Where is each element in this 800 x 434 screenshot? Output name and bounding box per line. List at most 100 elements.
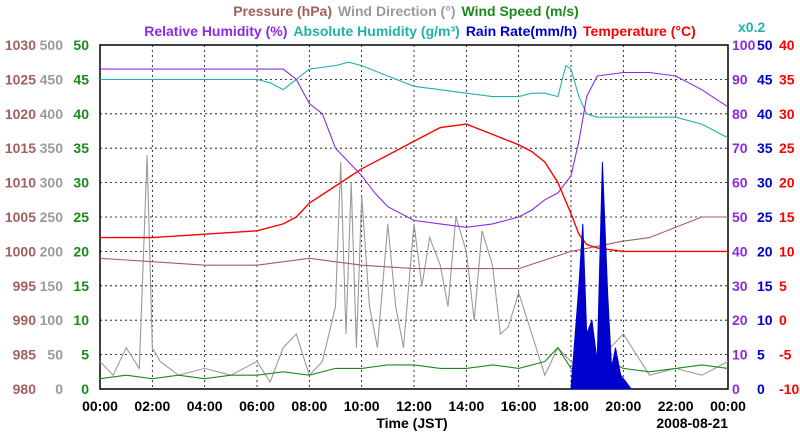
tick-label-humidity: 10 — [732, 347, 748, 363]
tick-label-wind-speed: 35 — [73, 140, 89, 156]
tick-label-temperature: 35 — [779, 71, 795, 87]
tick-label-rain-rate: 45 — [757, 71, 773, 87]
tick-label-rain-rate: 25 — [757, 209, 773, 225]
abs-humidity-scale-note: x0.2 — [738, 19, 765, 35]
x-tick-label: 20:00 — [605, 398, 641, 414]
x-tick-label: 18:00 — [553, 398, 589, 414]
tick-label-temperature: 5 — [779, 278, 787, 294]
tick-label-wind-direction: 100 — [40, 312, 64, 328]
tick-label-pressure: 1005 — [5, 209, 36, 225]
series-temperature — [100, 123, 728, 253]
tick-label-temperature: -10 — [779, 381, 799, 397]
tick-label-pressure: 1025 — [5, 71, 36, 87]
tick-label-humidity: 70 — [732, 140, 748, 156]
tick-label-wind-direction: 0 — [55, 381, 63, 397]
x-tick-label: 12:00 — [396, 398, 432, 414]
tick-label-wind-direction: 400 — [40, 106, 64, 122]
tick-label-wind-direction: 200 — [40, 243, 64, 259]
tick-label-humidity: 20 — [732, 312, 748, 328]
tick-label-temperature: 30 — [779, 106, 795, 122]
tick-label-wind-speed: 25 — [73, 209, 89, 225]
tick-label-wind-speed: 10 — [73, 312, 89, 328]
x-tick-label: 00:00 — [710, 398, 746, 414]
tick-label-wind-speed: 45 — [73, 71, 89, 87]
tick-label-humidity: 60 — [732, 175, 748, 191]
tick-label-wind-speed: 40 — [73, 106, 89, 122]
tick-label-wind-speed: 30 — [73, 175, 89, 191]
tick-label-humidity: 40 — [732, 243, 748, 259]
tick-label-rain-rate: 15 — [757, 278, 773, 294]
x-tick-label: 16:00 — [501, 398, 537, 414]
series-wind-direction — [99, 155, 729, 384]
tick-label-humidity: 0 — [732, 381, 740, 397]
tick-label-temperature: 40 — [779, 37, 795, 53]
tick-label-temperature: -5 — [779, 347, 792, 363]
x-tick-label: 08:00 — [291, 398, 327, 414]
tick-label-pressure: 995 — [13, 278, 37, 294]
x-tick-label: 10:00 — [344, 398, 380, 414]
legend: Pressure (hPa) Wind Direction (°) Wind Spe… — [144, 3, 765, 39]
legend-entry-a-0: Pressure (hPa) — [233, 3, 332, 19]
tick-label-temperature: 10 — [779, 243, 795, 259]
tick-label-temperature: 20 — [779, 175, 795, 191]
tick-label-rain-rate: 50 — [757, 37, 773, 53]
x-axis: 00:00 02:00 04:00 06:00 08:00 10:00 12:00 14:00… — [82, 398, 746, 414]
series-relative-humidity — [100, 68, 729, 228]
tick-label-pressure: 1010 — [5, 175, 36, 191]
tick-label-humidity: 50 — [732, 209, 748, 225]
legend-line1: Pressure (hPa) Wind Direction (°) Wind Spe… — [233, 3, 579, 19]
tick-label-pressure: 1000 — [5, 243, 36, 259]
tick-label-pressure: 990 — [13, 312, 37, 328]
tick-label-rain-rate: 10 — [757, 312, 773, 328]
tick-label-wind-direction: 250 — [40, 209, 64, 225]
chart-date: 2008-08-21 — [656, 415, 728, 431]
series-pressure — [99, 216, 728, 270]
x-tick-label: 04:00 — [187, 398, 223, 414]
plot-area — [99, 44, 729, 390]
x-tick-label: 00:00 — [82, 398, 118, 414]
tick-label-rain-rate: 40 — [757, 106, 773, 122]
legend-line2: Relative Humidity (%) Absolute Humidity (… — [144, 23, 696, 39]
tick-label-wind-speed: 50 — [73, 37, 89, 53]
tick-label-rain-rate: 20 — [757, 243, 773, 259]
tick-label-wind-direction: 350 — [40, 140, 64, 156]
tick-label-temperature: 15 — [779, 209, 795, 225]
tick-label-rain-rate: 30 — [757, 175, 773, 191]
axis-pressure: 1030 1025 1020 1015 1010 1005 1000 995 990 985 980 — [5, 37, 36, 397]
tick-label-wind-speed: 15 — [73, 278, 89, 294]
tick-label-pressure: 985 — [13, 347, 37, 363]
tick-label-wind-direction: 500 — [40, 37, 64, 53]
legend-entry-b-1: Absolute Humidity (g/m³) — [293, 23, 459, 39]
legend-entry-a-1: Wind Direction (°) — [338, 3, 455, 19]
tick-label-temperature: 0 — [779, 312, 787, 328]
x-axis-title: Time (JST) — [376, 415, 447, 431]
x-tick-label: 14:00 — [448, 398, 484, 414]
x-tick-label: 02:00 — [134, 398, 170, 414]
tick-label-rain-rate: 0 — [757, 381, 765, 397]
tick-label-humidity: 100 — [732, 37, 756, 53]
axis-temperature: 40 35 30 25 20 15 10 5 0 -5 -10 — [779, 37, 799, 397]
tick-label-humidity: 30 — [732, 278, 748, 294]
legend-entry-b-2: Rain Rate(mm/h) — [466, 23, 577, 39]
x-tick-label: 22:00 — [658, 398, 694, 414]
series-rain-rate — [570, 161, 633, 390]
legend-entry-b-0: Relative Humidity (%) — [144, 23, 287, 39]
tick-label-humidity: 90 — [732, 71, 748, 87]
legend-entry-a-2: Wind Speed (m/s) — [461, 3, 578, 19]
tick-label-wind-speed: 20 — [73, 243, 89, 259]
tick-label-rain-rate: 35 — [757, 140, 773, 156]
left-axes: 1030102510201015101010051000995990985980… — [5, 37, 89, 397]
tick-label-wind-direction: 450 — [40, 71, 64, 87]
tick-label-pressure: 1015 — [5, 140, 36, 156]
tick-label-pressure: 1020 — [5, 106, 36, 122]
tick-label-temperature: 25 — [779, 140, 795, 156]
tick-label-wind-speed: 0 — [81, 381, 89, 397]
tick-label-wind-direction: 300 — [40, 175, 64, 191]
legend-entry-b-3: Temperature (°C) — [583, 23, 696, 39]
x-tick-label: 06:00 — [239, 398, 275, 414]
tick-label-pressure: 1030 — [5, 37, 36, 53]
